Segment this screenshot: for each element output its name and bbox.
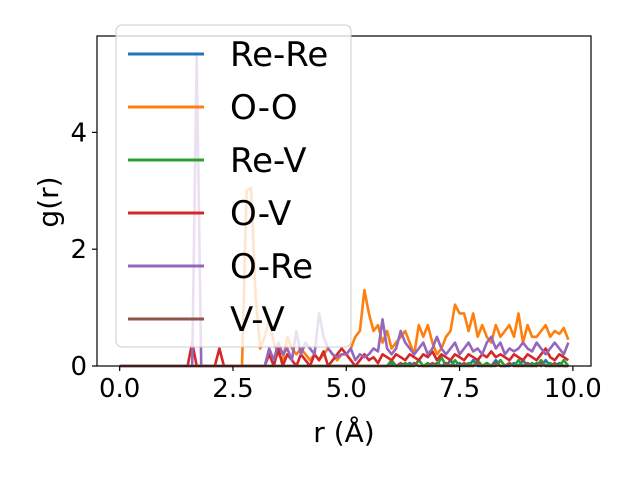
x-tick-label: 0.0 [99, 374, 140, 404]
y-axis-label: g(r) [32, 176, 65, 227]
legend-label: Re-V [230, 141, 307, 181]
x-axis-label: r (Å) [313, 415, 374, 449]
x-tick-label: 5.0 [326, 374, 367, 404]
x-tick-label: 2.5 [212, 374, 253, 404]
y-tick-label: 2 [70, 235, 87, 265]
legend-label: Re-Re [230, 35, 328, 75]
x-tick-label: 7.5 [439, 374, 480, 404]
legend-label: O-V [230, 194, 291, 234]
legend-label: O-Re [230, 247, 313, 287]
axes: 0.0 2.5 5.0 7.5 10.0 0 2 4 [70, 35, 602, 404]
y-tick-label: 4 [70, 118, 87, 148]
y-tick-label: 0 [70, 352, 87, 382]
legend-label: V-V [230, 300, 285, 340]
series-line-o-v [119, 341, 570, 368]
x-tick-label: 10.0 [544, 374, 602, 404]
legend-label: O-O [230, 88, 298, 128]
legend: Re-Re O-O Re-V O-V O-Re V-V [115, 24, 352, 348]
